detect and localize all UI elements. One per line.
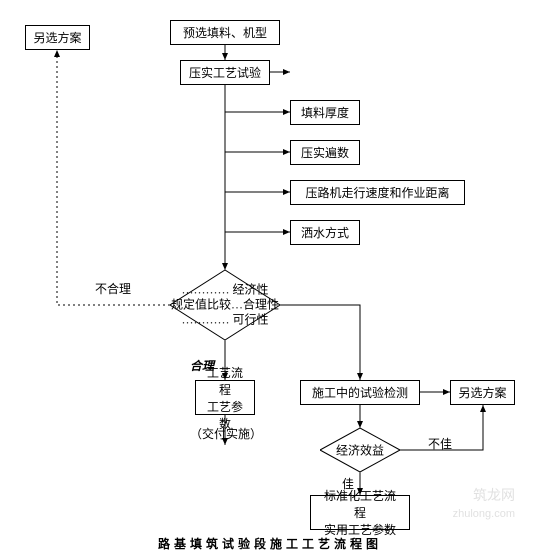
thickness-box: 填料厚度 xyxy=(290,100,360,125)
alt-plan-1-box: 另选方案 xyxy=(25,25,90,50)
inspect-box: 施工中的试验检测 xyxy=(300,380,420,405)
process-box: 工艺流程 工艺参数 xyxy=(195,380,255,415)
thickness-text: 填料厚度 xyxy=(301,104,349,121)
alt-plan-1-text: 另选方案 xyxy=(34,29,82,46)
roller-speed-box: 压路机走行速度和作业距离 xyxy=(290,180,465,205)
preselect-text: 预选填料、机型 xyxy=(183,24,267,41)
standard-box: 标准化工艺流程 实用工艺参数 xyxy=(310,495,410,530)
inspect-text: 施工中的试验检测 xyxy=(312,384,408,401)
passes-box: 压实遍数 xyxy=(290,140,360,165)
unreason-label: 不合理 xyxy=(95,280,131,297)
alt-plan-2-text: 另选方案 xyxy=(459,384,507,401)
roller-speed-text: 压路机走行速度和作业距离 xyxy=(305,184,449,201)
watermark-logo: 筑龙网 xyxy=(473,485,515,505)
good-label: 佳 xyxy=(342,475,354,492)
decision-1-text: ………… 经济性 规定值比较…合理性 ………… 可行性 xyxy=(171,283,279,328)
reason-label: 合理 xyxy=(190,357,214,374)
watermark-url: zhulong.com xyxy=(453,508,515,520)
comp-test-text: 压实工艺试验 xyxy=(189,64,261,81)
alt-plan-2-box: 另选方案 xyxy=(450,380,515,405)
comp-test-box: 压实工艺试验 xyxy=(180,60,270,85)
watering-text: 洒水方式 xyxy=(301,224,349,241)
deliver-label: （交付实施） xyxy=(190,425,262,442)
preselect-box: 预选填料、机型 xyxy=(170,20,280,45)
decision-1: ………… 经济性 规定值比较…合理性 ………… 可行性 xyxy=(170,270,280,340)
diagram-title: 路基填筑试验段施工工艺流程图 xyxy=(0,535,540,552)
decision-2-text: 经济效益 xyxy=(336,442,384,459)
bad-label: 不佳 xyxy=(428,435,452,452)
standard-line1: 标准化工艺流程 xyxy=(319,487,401,521)
decision-2: 经济效益 xyxy=(320,428,400,472)
watering-box: 洒水方式 xyxy=(290,220,360,245)
passes-text: 压实遍数 xyxy=(301,144,349,161)
